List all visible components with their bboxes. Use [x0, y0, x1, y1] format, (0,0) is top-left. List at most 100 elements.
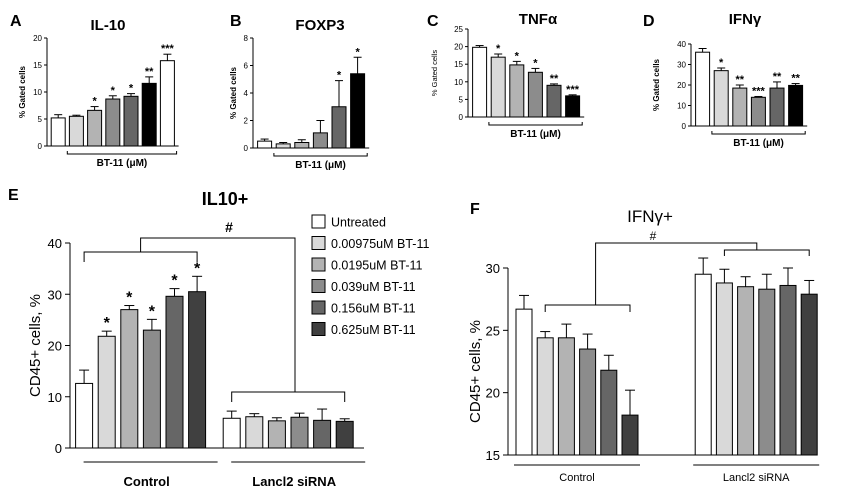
y-tick-label: 20: [486, 386, 500, 401]
chart-title: TNFα: [519, 11, 558, 28]
y-axis-label: % Gated cells: [430, 50, 439, 97]
significance-star: **: [145, 66, 154, 78]
y-tick-label: 4: [244, 89, 249, 98]
legend-item-label: Untreated: [331, 216, 386, 230]
significance-star: **: [736, 74, 745, 86]
y-tick-label: 30: [48, 287, 62, 302]
y-axis-label: % Gated cells: [652, 58, 661, 111]
bar: [527, 71, 543, 118]
panel-letter: B: [230, 13, 242, 30]
bar: [750, 96, 766, 127]
legend-item-label: 0.00975uM BT-11: [331, 237, 429, 251]
bar: [75, 382, 94, 449]
bar: [294, 142, 310, 149]
y-tick-label: 0: [682, 122, 687, 131]
panel-letter: C: [427, 13, 439, 30]
y-tick-label: 15: [454, 60, 463, 69]
panel-letter: D: [643, 13, 655, 30]
bar: [245, 416, 264, 449]
bar: [737, 286, 755, 456]
y-tick-label: 30: [677, 61, 686, 70]
legend-swatch: [311, 214, 326, 229]
bar: [557, 337, 575, 456]
y-tick-label: 0: [55, 441, 62, 456]
y-axis-label: CD45+ cells, %: [27, 294, 44, 397]
chart-title: IL10+: [202, 189, 249, 209]
bar: [788, 84, 804, 127]
significance-star: *: [171, 273, 178, 290]
legend: Untreated 0.00975uM BT-11 0.0195uM BT-11 0.…: [311, 214, 429, 337]
y-tick-label: 20: [677, 81, 686, 90]
y-tick-label: 25: [486, 323, 500, 338]
y-tick-label: 15: [486, 448, 500, 463]
bar: [713, 70, 729, 127]
significance-star: *: [126, 290, 133, 307]
significance-star: *: [496, 43, 501, 55]
bar: [50, 117, 66, 147]
group-label: Control: [123, 474, 169, 489]
bar: [312, 132, 328, 149]
y-tick-label: 10: [48, 390, 62, 405]
bar: [546, 84, 562, 118]
y-tick-label: 40: [48, 236, 62, 251]
control-bracket: [544, 304, 631, 312]
siRNA-bracket: [231, 391, 346, 402]
bar: [509, 64, 525, 118]
significance-star: *: [194, 260, 201, 277]
chart-panel-f: F IFNγ+ 15 20 25 30 CD45+ cells, % Control Lancl…: [467, 201, 820, 484]
bar: [165, 295, 184, 449]
y-tick-label: 0: [244, 144, 249, 153]
significance-star: ***: [161, 43, 175, 55]
legend-swatch: [311, 322, 326, 336]
y-tick-label: 25: [454, 25, 463, 34]
legend-item-label: 0.039uM BT-11: [331, 280, 416, 294]
y-axis-label: % Gated cells: [18, 65, 27, 118]
x-axis-label: BT-11 (μM): [510, 129, 561, 140]
significance-star: **: [773, 71, 782, 83]
bar: [142, 329, 161, 449]
bar: [141, 82, 157, 147]
legend-swatch: [311, 279, 326, 293]
bar: [159, 60, 175, 147]
y-tick-label: 30: [486, 261, 500, 276]
y-tick-label: 20: [33, 34, 42, 43]
significance-star: *: [355, 46, 360, 58]
y-tick-label: 20: [454, 43, 463, 52]
dose-bracket: [273, 153, 368, 157]
bar: [715, 282, 733, 456]
bar: [769, 87, 785, 127]
bar: [515, 308, 533, 456]
y-tick-label: 0: [38, 142, 43, 151]
y-tick-label: 5: [459, 95, 464, 104]
y-axis-label: % Gated cells: [229, 66, 238, 119]
y-tick-label: 0: [459, 113, 464, 122]
panel-letter: F: [470, 201, 480, 218]
y-tick-label: 2: [244, 117, 249, 126]
x-axis-label: BT-11 (μM): [295, 160, 346, 171]
siRNA-bracket: [723, 249, 810, 256]
bar: [600, 369, 618, 456]
bar: [188, 291, 207, 449]
chart-panel-e: E IL10+ 0 10 20 30 40 CD45+ cells, % * * * * * Contro…: [8, 187, 366, 489]
bar: [779, 284, 797, 456]
bar: [313, 419, 332, 449]
y-tick-label: 15: [33, 61, 42, 70]
legend-item-label: 0.625uM BT-11: [331, 323, 416, 337]
bar: [267, 420, 286, 449]
significance-star: *: [337, 70, 342, 82]
bar: [120, 309, 139, 449]
significance-star: *: [533, 57, 538, 69]
y-tick-label: 10: [33, 88, 42, 97]
significance-star: *: [104, 315, 111, 332]
legend-swatch: [311, 257, 326, 272]
significance-hash: #: [225, 219, 233, 235]
significance-star: ***: [752, 85, 766, 97]
significance-star: *: [149, 303, 156, 320]
bar: [87, 109, 103, 147]
bar: [536, 337, 554, 456]
y-tick-label: 8: [244, 34, 249, 43]
bar: [694, 273, 712, 456]
bar: [621, 414, 639, 456]
